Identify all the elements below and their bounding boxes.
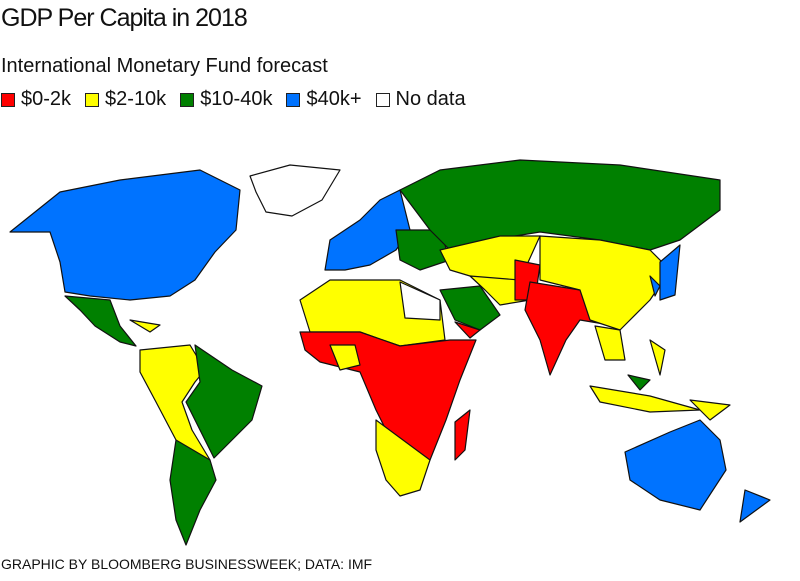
region-russia xyxy=(399,159,721,251)
legend-swatch xyxy=(85,92,100,107)
legend-label: $10-40k xyxy=(200,88,273,110)
region-malaysia xyxy=(627,374,651,391)
legend-item-0-2k: $0-2k xyxy=(1,88,71,111)
chart-title: GDP Per Capita in 2018 xyxy=(1,4,248,32)
region-central-africa-yellow xyxy=(329,344,361,371)
legend-label: $40k+ xyxy=(306,88,362,110)
legend-item-no-data: No data xyxy=(375,88,466,111)
region-new-zealand xyxy=(739,489,771,523)
region-caribbean xyxy=(129,319,161,333)
legend-item-2-10k: $2-10k xyxy=(85,88,166,111)
region-brazil xyxy=(185,344,263,459)
region-southern-cone xyxy=(169,439,217,546)
legend-swatch xyxy=(180,92,195,107)
region-libya-egypt xyxy=(399,281,441,321)
chart-subtitle: International Monetary Fund forecast xyxy=(1,55,328,77)
region-papua xyxy=(689,399,731,421)
legend-item-40k-plus: $40k+ xyxy=(286,88,362,111)
source-credit: GRAPHIC BY BLOOMBERG BUSINESSWEEK; DATA:… xyxy=(1,556,373,572)
legend-swatch xyxy=(375,92,390,107)
region-yemen xyxy=(454,321,481,339)
legend-label: No data xyxy=(395,88,466,110)
region-philippines xyxy=(649,339,666,376)
region-japan xyxy=(659,244,681,301)
region-australia xyxy=(624,419,727,511)
legend-swatch xyxy=(1,92,15,107)
region-southeast-asia xyxy=(594,325,626,361)
region-korea xyxy=(649,275,661,297)
region-china xyxy=(539,235,671,331)
region-madagascar xyxy=(454,409,471,461)
region-western-europe xyxy=(324,189,411,271)
legend-item-10-40k: $10-40k xyxy=(180,88,272,111)
region-arabia xyxy=(439,285,501,331)
region-north-america xyxy=(9,169,241,301)
legend: $0-2k $2-10k $10-40k $40k+ No data xyxy=(1,88,466,111)
region-indonesia xyxy=(589,385,701,413)
region-southern-africa xyxy=(375,419,431,497)
legend-label: $0-2k xyxy=(21,88,72,110)
region-central-america xyxy=(64,295,137,347)
region-greenland xyxy=(249,164,341,217)
legend-label: $2-10k xyxy=(105,88,167,110)
legend-swatch xyxy=(286,92,301,107)
